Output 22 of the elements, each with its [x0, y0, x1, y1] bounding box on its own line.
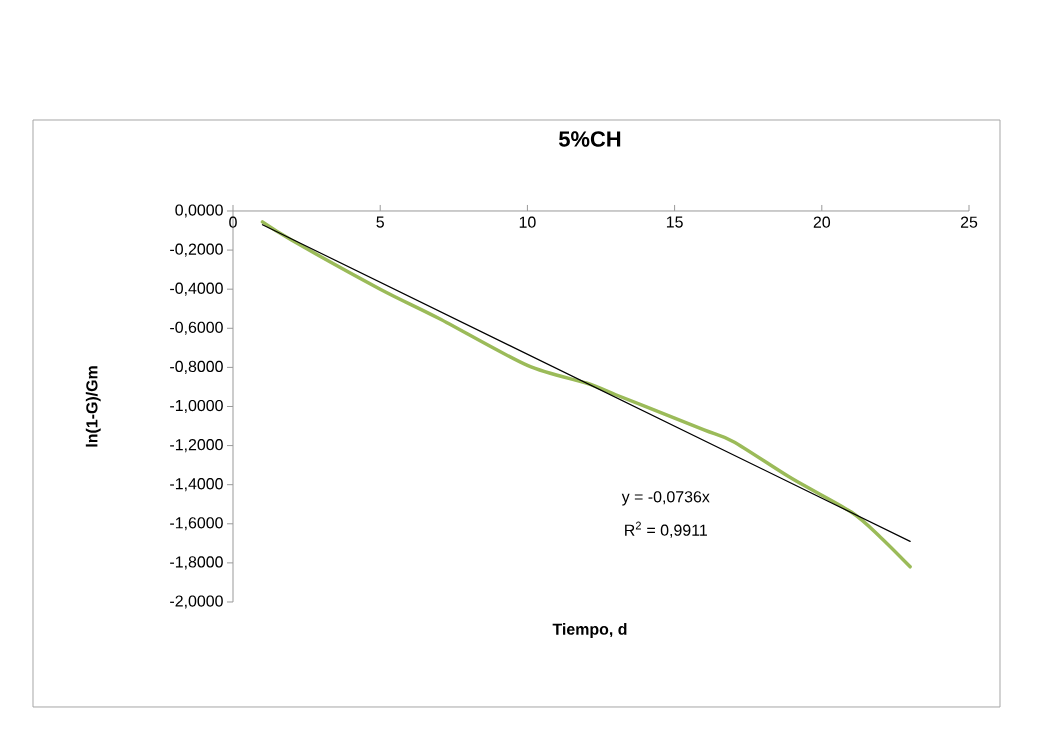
y-tick-label: -1,6000 — [170, 517, 223, 531]
x-tick-label: 0 — [229, 216, 237, 228]
x-tick-label: 20 — [813, 216, 831, 228]
chart-title: 5%CH — [558, 131, 621, 147]
y-tick-label: -2,0000 — [170, 595, 223, 609]
y-tick-label: -0,6000 — [170, 321, 223, 335]
y-tick-label: 0,0000 — [175, 204, 223, 218]
x-tick-label: 25 — [960, 216, 978, 228]
x-tick-label: 5 — [376, 216, 384, 228]
x-axis-title: Tiempo, d — [552, 623, 627, 638]
y-tick-label: -1,2000 — [170, 439, 223, 453]
y-tick-label: -1,8000 — [170, 556, 223, 570]
x-tick-label: 10 — [519, 216, 536, 228]
y-axis-title: ln(1-G)/Gm — [85, 366, 101, 447]
y-tick-label: -0,8000 — [170, 360, 223, 374]
annotation: y = -0,0736x — [621, 491, 710, 506]
annotation: R$^{2}$ = 0,9911 — [625, 521, 707, 538]
y-tick-label: -1,4000 — [170, 478, 223, 492]
y-tick-label: -0,4000 — [170, 282, 223, 296]
x-tick-label: 15 — [666, 216, 683, 228]
y-tick-label: -0,2000 — [170, 243, 223, 257]
y-tick-label: -1,0000 — [170, 399, 223, 414]
